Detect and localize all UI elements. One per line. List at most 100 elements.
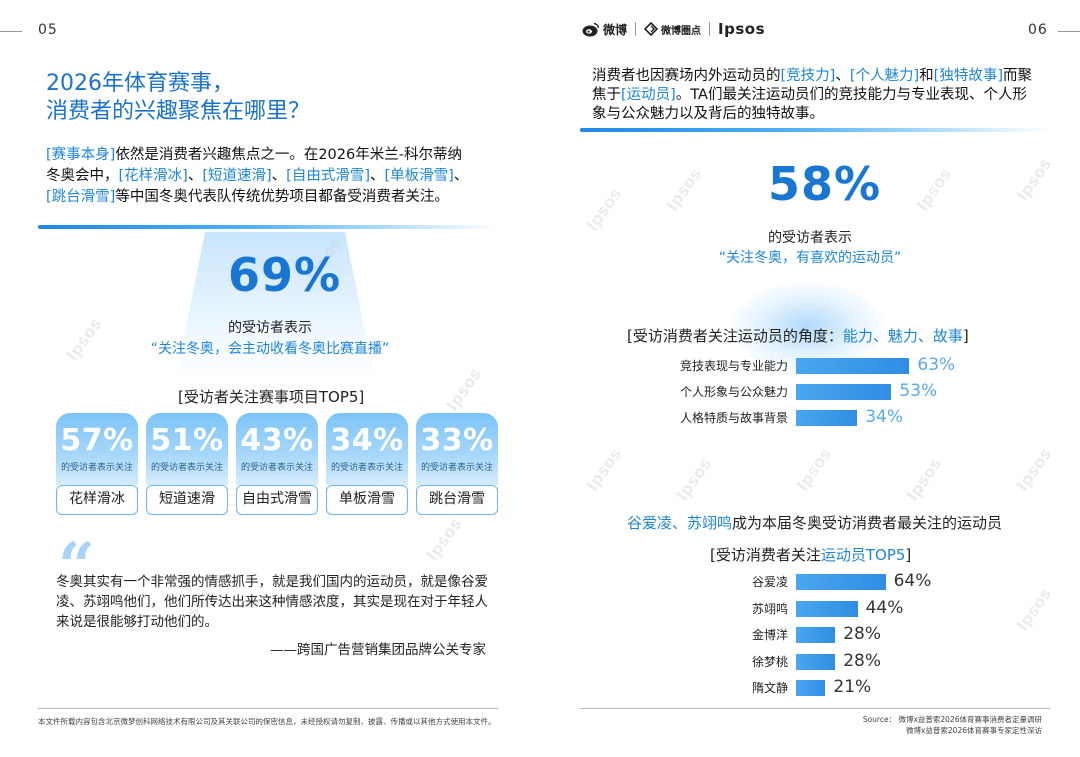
event-card: 33% 的受访者表示关注 跳台滑雪	[416, 413, 498, 515]
intro-text: 、	[453, 168, 469, 184]
spotlight-beam	[175, 232, 375, 382]
watermark: Ipsos	[662, 164, 706, 215]
angle-heading-text: [受访消费者关注运动员的角度：	[627, 327, 843, 345]
intro-highlight: [竞技力]	[780, 68, 836, 84]
bar	[796, 358, 910, 374]
footer-divider	[38, 708, 498, 709]
watermark: Ipsos	[422, 514, 466, 565]
watermark: Ipsos	[792, 444, 836, 495]
stat-quote: “关注冬奥，会主动收看冬奥比赛直播”	[150, 341, 390, 357]
weibo-logo-text: 微博	[603, 22, 628, 37]
bar	[796, 384, 892, 400]
bar-category-label: 个人形象与公众魅力	[679, 385, 788, 399]
watermark: Ipsos	[672, 454, 716, 505]
watermark: Ipsos	[582, 444, 626, 495]
stat-percentage: 69%	[228, 248, 342, 302]
top5-heading-text: [受访消费者关注	[710, 546, 821, 564]
title-line-2: 消费者的兴趣聚焦在哪里？	[46, 99, 311, 124]
bar-category-label: 人格特质与故事背景	[679, 411, 788, 425]
event-card-label: 短道速滑	[146, 485, 228, 515]
title-line-1: 2026年体育赛事，	[46, 71, 234, 96]
intro-highlight: [个人魅力]	[849, 68, 920, 84]
bar-value-label: 63%	[917, 355, 956, 375]
page-number: 05	[38, 22, 58, 38]
quote-mark-icon: “	[58, 529, 95, 604]
event-card-top: 33% 的受访者表示关注	[416, 413, 498, 485]
intro-highlight: [独特故事]	[933, 68, 1003, 84]
bar-value-label: 28%	[843, 650, 881, 671]
intro-text: 依然是消费者兴趣焦点之一。在2026年米兰-科尔蒂纳冬奥会中，	[46, 147, 462, 184]
intro-highlight: [短道速滑]	[202, 168, 272, 184]
bar-value-label: 28%	[843, 624, 881, 644]
bar-category-label: 竞技表现与专业能力	[679, 359, 788, 373]
event-card-percentage: 34%	[330, 423, 404, 458]
event-card-caption: 的受访者表示关注	[240, 463, 313, 473]
intro-paragraph: [赛事本身]依然是消费者兴趣焦点之一。在2026年米兰-科尔蒂纳冬奥会中，[花样…	[46, 145, 476, 208]
bar	[796, 680, 826, 696]
intro-highlight: [花样滑冰]	[118, 168, 188, 184]
bar	[796, 627, 836, 643]
stat-subtitle: 的受访者表示	[228, 320, 312, 336]
source-line: 微博x益普索2026体育赛事专家定性深访	[905, 726, 1042, 735]
intro-highlight: [跳台滑雪]	[46, 189, 116, 205]
watermark: Ipsos	[442, 364, 486, 415]
ipsos-logo: Ipsos	[718, 20, 765, 38]
circle-logo-text: 微博圈点	[661, 25, 702, 37]
logo-divider	[635, 22, 637, 36]
event-card-top: 57% 的受访者表示关注	[56, 413, 138, 485]
bar-value-label: 34%	[865, 407, 903, 427]
bar-category-label: 隋文静	[751, 681, 788, 695]
intro-text: 而聚焦于	[592, 68, 1032, 103]
expert-quote: 冬奥其实有一个非常强的情感抓手，就是我们国内的运动员，就是像谷爱凌、苏翊鸣他们，…	[56, 574, 488, 630]
event-card-top: 51% 的受访者表示关注	[146, 413, 228, 485]
top5-heading-highlight: 运动员TOP5	[820, 546, 906, 564]
right-page: 06 微博 微博圈点 Ipsos Ipsos Ipsos Ipsos Ipsos…	[540, 0, 1080, 757]
footer-divider	[580, 708, 1050, 709]
event-card: 51% 的受访者表示关注 短道速滑	[146, 413, 228, 515]
intro-highlight: [单板滑雪]	[384, 168, 454, 184]
event-card: 34% 的受访者表示关注 单板滑雪	[326, 413, 408, 515]
event-card-caption: 的受访者表示关注	[60, 463, 133, 473]
stat-quote: “关注冬奥，有喜欢的运动员”	[718, 250, 902, 266]
athlete-headline: 谷爱凌、苏翊鸣成为本届冬奥受访消费者最关注的运动员	[627, 512, 1002, 533]
intro-highlight: [运动员]	[621, 87, 676, 103]
bar-category-label: 苏翊鸣	[751, 601, 788, 616]
event-card-percentage: 33%	[420, 423, 494, 458]
source-line: Source： 微博x益普索2026体育赛事消费者定量调研	[862, 715, 1042, 724]
watermark: Ipsos	[902, 454, 946, 505]
event-card-top: 43% 的受访者表示关注	[236, 413, 318, 485]
athlete-headline-highlight: 谷爱凌、苏翊鸣	[627, 514, 733, 532]
watermark: Ipsos	[1012, 154, 1056, 205]
confidentiality-footer: 本文件所载内容包含北京微梦创科网络技术有限公司及其关联公司的保密信息，未经授权请…	[38, 717, 496, 726]
event-card-percentage: 43%	[240, 423, 314, 458]
intro-highlight: [赛事本身]	[46, 147, 116, 163]
bar-value-label: 53%	[899, 381, 938, 401]
event-card: 57% 的受访者表示关注 花样滑冰	[56, 413, 138, 515]
page-edge-rule	[1058, 31, 1080, 32]
event-card-label: 花样滑冰	[56, 485, 138, 515]
top5-heading-text: ]	[905, 546, 912, 564]
logo-divider	[709, 22, 711, 36]
bar	[796, 600, 858, 617]
watermark: Ipsos	[912, 164, 956, 215]
left-page: 05 Ipsos Ipsos Ipsos Ipsos Ipsos Ipsos 2…	[0, 22, 498, 726]
bar-category-label: 徐梦桃	[751, 654, 788, 669]
circle-logo: 微博圈点	[644, 22, 701, 37]
event-card-percentage: 51%	[150, 423, 224, 458]
event-card: 43% 的受访者表示关注 自由式滑雪	[236, 413, 318, 515]
event-card-caption: 的受访者表示关注	[330, 463, 403, 473]
intro-text: 、	[187, 168, 203, 184]
intro-text: 和	[919, 68, 934, 84]
partner-logos: 微博 微博圈点 Ipsos	[582, 20, 765, 38]
event-card-label: 单板滑雪	[326, 485, 408, 515]
event-card-caption: 的受访者表示关注	[150, 463, 223, 473]
watermark: Ipsos	[1012, 584, 1056, 635]
intro-highlight: [自由式滑雪]	[286, 168, 370, 184]
intro-text: 、	[835, 68, 850, 84]
event-card-label: 自由式滑雪	[236, 485, 318, 515]
athlete-top5-heading: [受访消费者关注运动员TOP5]	[710, 544, 911, 565]
quote-attribution: ——跨国广告营销集团品牌公关专家	[270, 642, 486, 658]
intro-text: 、	[369, 168, 385, 184]
intro-text: 等中国冬奥代表队传统优势项目都备受消费者关注。	[115, 189, 449, 205]
event-card-caption: 的受访者表示关注	[420, 463, 493, 473]
